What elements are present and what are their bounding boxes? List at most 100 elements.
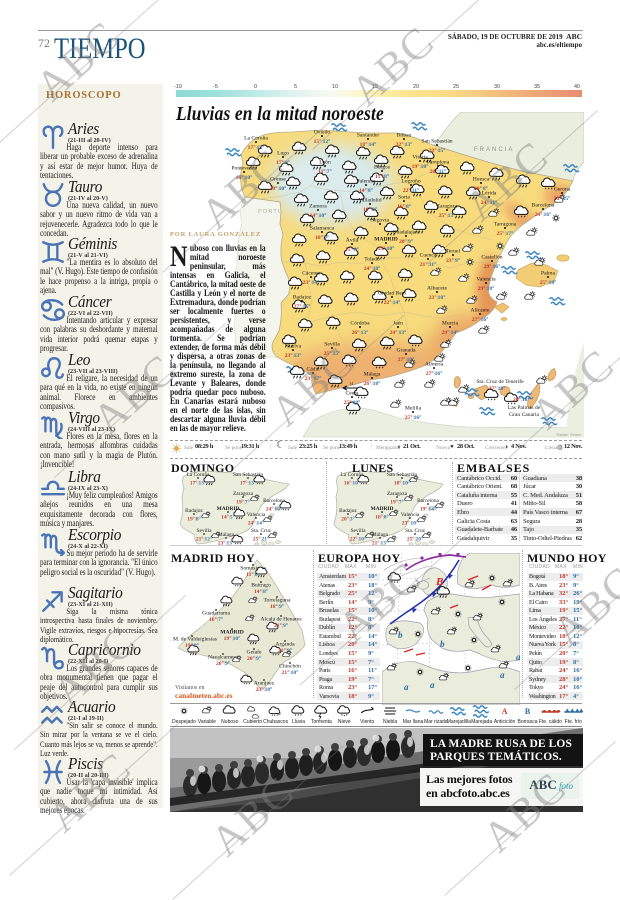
svg-text:16°|10°: 16°|10° [236,174,253,181]
svg-text:Fte. cálido: Fte. cálido [539,719,562,725]
svg-text:20°|9°: 20°|9° [399,238,413,245]
svg-text:Toledo: Toledo [364,257,380,263]
svg-text:15°|12°: 15°|12° [314,138,331,145]
svg-text:21°|10°: 21°|10° [282,669,299,676]
svg-text:Melilla: Melilla [405,406,422,412]
svg-text:18°|8°: 18°|8° [375,514,389,521]
svg-text:19°|7°: 19°|7° [390,499,404,506]
svg-text:14°|10°: 14°|10° [310,212,327,219]
svg-text:Badajoz: Badajoz [293,295,312,301]
svg-text:Pamplona: Pamplona [427,160,450,166]
svg-text:Málaga: Málaga [364,372,381,378]
svg-text:Fuente: Aemet: Fuente: Aemet [556,432,581,437]
svg-text:Córdoba: Córdoba [350,321,370,327]
svg-text:b: b [440,639,445,649]
svg-text:21°|9°: 21°|9° [274,622,288,629]
svg-text:Barcelona: Barcelona [417,498,439,504]
svg-text:14°|8°: 14°|8° [254,588,268,595]
svg-text:19°|8°: 19°|8° [185,642,199,649]
svg-text:27°|10°: 27°|10° [398,356,415,363]
svg-text:Marejada: Marejada [471,719,492,725]
svg-text:26°|18°: 26°|18° [513,396,530,403]
svg-text:Las Palmas de: Las Palmas de [508,405,541,411]
svg-text:14°|8°: 14°|8° [359,187,373,194]
svg-text:Zaragoza: Zaragoza [387,491,408,497]
svg-text:Alicante: Alicante [471,308,490,314]
svg-text:Valencia: Valencia [476,277,496,283]
svg-text:24°|10°: 24°|10° [364,265,381,272]
svg-text:PORTUGAL: PORTUGAL [258,209,298,215]
svg-text:11°|7°: 11°|7° [318,168,332,175]
svg-text:Despejado: Despejado [172,719,196,725]
svg-text:21°|13°: 21°|13° [372,540,388,547]
svg-text:Cuenca: Cuenca [420,253,437,259]
svg-text:Orense: Orense [270,177,286,183]
svg-text:Chubascos: Chubascos [263,719,289,725]
svg-text:23°|10°: 23°|10° [256,686,273,693]
svg-text:Almería: Almería [425,362,444,368]
svg-text:19°|10°: 19°|10° [378,245,395,252]
svg-text:MADRID: MADRID [374,237,398,243]
svg-text:Sevilla: Sevilla [351,528,367,534]
svg-text:Zamora: Zamora [309,204,327,210]
svg-text:23°|10°: 23°|10° [429,294,446,301]
svg-text:17°|13°: 17°|13° [240,480,256,487]
svg-text:25°|18°: 25°|18° [344,399,361,406]
svg-text:Fte. frío: Fte. frío [565,719,582,725]
svg-text:23°|13°: 23°|13° [218,540,234,547]
svg-text:21°|11°: 21°|11° [420,261,437,268]
svg-text:18°|9°: 18°|9° [270,603,284,610]
svg-text:23°|15°: 23°|15° [429,147,446,154]
svg-text:Aranjuez: Aranjuez [254,681,275,687]
svg-text:17°|13°: 17°|13° [190,480,206,487]
svg-text:San Sebastián: San Sebastián [387,472,417,478]
svg-text:Sta. Cruz de Tenerife: Sta. Cruz de Tenerife [476,378,524,385]
svg-text:a: a [430,680,435,690]
svg-text:23°|13°: 23°|13° [285,352,302,359]
svg-text:29°|14°: 29°|14° [442,329,459,336]
svg-text:19°|10°: 19°|10° [412,163,429,170]
svg-text:León: León [319,160,331,166]
svg-text:23°|9°: 23°|9° [446,257,460,264]
svg-text:Gran Canaria: Gran Canaria [509,412,539,418]
svg-text:A: A [502,707,508,716]
svg-text:23°|10°: 23°|10° [402,520,418,527]
svg-text:Nieve: Nieve [338,719,351,725]
svg-text:25°|20°: 25°|20° [407,536,423,543]
svg-text:Valencia: Valencia [247,512,266,518]
svg-text:b: b [398,630,403,640]
svg-text:MADRID: MADRID [371,506,394,512]
svg-text:22°|10°: 22°|10° [350,536,366,543]
svg-text:Anticiclón: Anticiclón [494,719,516,725]
svg-text:20°|9°: 20°|9° [247,655,261,662]
svg-text:24°|11°: 24°|11° [481,199,498,206]
svg-text:26°|13°: 26°|13° [352,329,369,336]
svg-text:Bilbao: Bilbao [397,133,412,139]
svg-text:Getafe: Getafe [247,649,262,656]
svg-text:B: B [525,707,531,716]
svg-text:a: a [404,682,409,692]
svg-text:Salamanca: Salamanca [310,226,335,232]
svg-text:Soria: Soria [398,195,410,201]
svg-text:Granada: Granada [397,348,416,354]
svg-text:Chinchón: Chinchón [279,664,301,670]
svg-text:Mar rizada: Mar rizada [424,719,448,725]
svg-text:Málaga: Málaga [218,532,235,538]
svg-text:Sevilla: Sevilla [324,342,340,348]
svg-text:Somosierra: Somosierra [240,566,266,572]
svg-text:FRANCIA: FRANCIA [474,147,514,153]
svg-text:Guadalajara: Guadalajara [392,230,420,236]
svg-text:16°|8°: 16°|8° [397,203,411,210]
svg-text:Lérida: Lérida [482,191,497,197]
svg-text:La Coruña: La Coruña [187,472,211,478]
svg-text:Cádiz: Cádiz [306,367,320,373]
svg-text:25°|17°: 25°|17° [497,230,514,237]
svg-text:Ávila: Ávila [346,236,359,244]
svg-text:11°|6°: 11°|6° [246,571,260,578]
svg-text:Variable: Variable [198,719,216,725]
svg-text:Sta. Cruz: Sta. Cruz [405,528,426,534]
svg-text:Badajoz: Badajoz [339,508,357,514]
svg-text:23°|14°: 23°|14° [303,279,320,286]
svg-text:Navalcarnero: Navalcarnero [208,655,238,661]
svg-text:20°|3°: 20°|3° [341,516,355,523]
